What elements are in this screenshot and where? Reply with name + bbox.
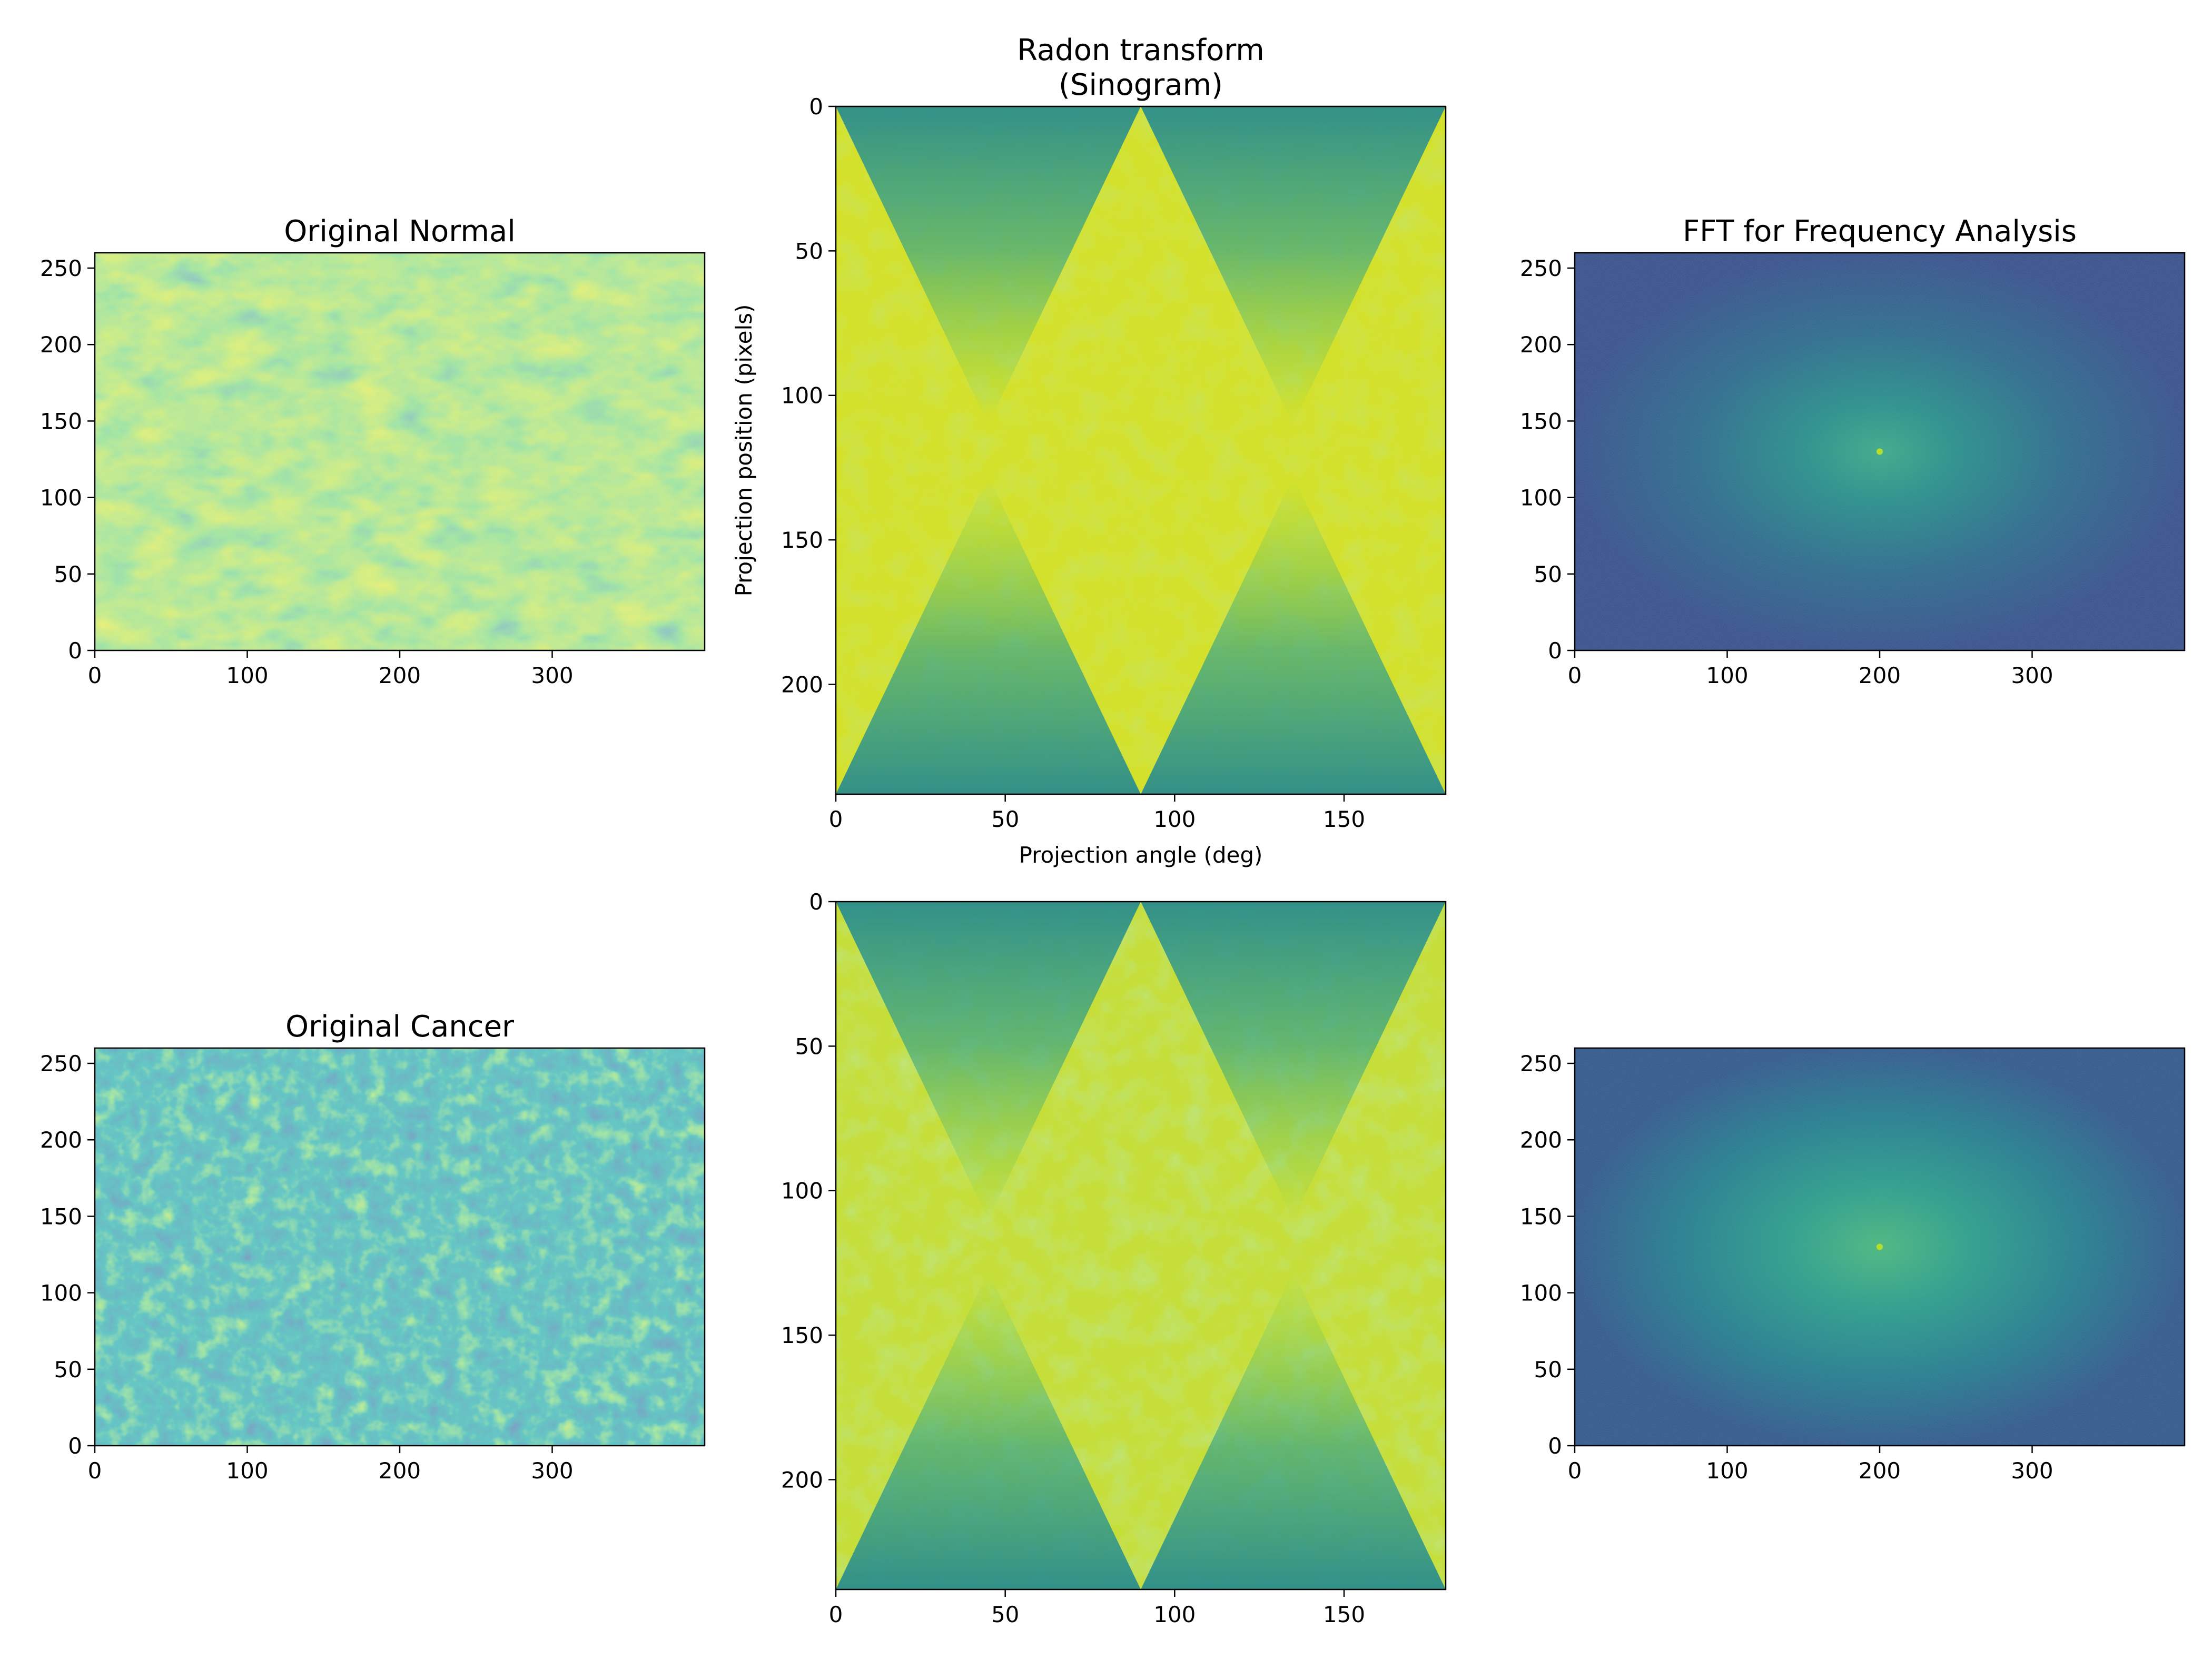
y-tick-label: 200 (40, 332, 82, 358)
heatmap-image (95, 253, 705, 650)
y-tick-label: 100 (1520, 485, 1562, 511)
y-tick-label: 50 (1534, 1357, 1562, 1382)
chart-title: Radon transform (1017, 33, 1265, 67)
y-tick-label: 50 (54, 1357, 82, 1382)
y-tick-label: 0 (809, 889, 823, 915)
panel-cancer-sinogram: 0 50 100 150 0 50 100 150 200 (781, 889, 1447, 1627)
chart-title: Original Cancer (285, 1010, 515, 1044)
y-tick-label: 250 (40, 1051, 82, 1077)
x-tick-label: 100 (1706, 1458, 1748, 1484)
y-tick-label: 0 (809, 94, 823, 120)
panel-normal-sinogram: 0 50 100 150 0 50 100 150 200 Radon transform(Sin… (731, 33, 1447, 868)
dc-peak (1877, 1243, 1883, 1250)
x-tick-label: 200 (1859, 663, 1901, 688)
x-tick-label: 300 (2011, 1458, 2053, 1484)
x-tick-label: 100 (1153, 806, 1196, 832)
y-tick-label: 250 (1520, 1051, 1562, 1077)
x-tick-label: 100 (226, 663, 268, 688)
chart-title: FFT for Frequency Analysis (1683, 214, 2077, 249)
x-tick-label: 0 (829, 806, 843, 832)
heatmap-image (1575, 1048, 2185, 1446)
x-tick-label: 100 (1706, 663, 1748, 688)
panel-normal-image: 0 100 200 300 0 50 100 150 200 250 Original Normal (40, 214, 706, 688)
x-tick-label: 300 (531, 663, 573, 688)
y-tick-label: 100 (781, 1178, 823, 1204)
chart-title: (Sinogram) (1059, 68, 1223, 102)
x-tick-label: 100 (226, 1458, 268, 1484)
y-tick-label: 150 (1520, 408, 1562, 434)
y-tick-label: 0 (1548, 1433, 1562, 1459)
heatmap-image (836, 902, 1446, 1589)
x-tick-label: 200 (379, 663, 421, 688)
x-tick-label: 50 (991, 806, 1019, 832)
x-tick-label: 0 (88, 663, 102, 688)
y-tick-label: 50 (1534, 561, 1562, 587)
dc-peak (1877, 448, 1883, 455)
y-tick-label: 200 (1520, 1127, 1562, 1153)
x-axis-label: Projection angle (deg) (1019, 842, 1263, 868)
axes-frame (835, 105, 1447, 795)
x-tick-label: 0 (1568, 663, 1582, 688)
panel-cancer-fft: 0 100 200 300 0 50 100 150 200 250 (1520, 1047, 2186, 1484)
panel-normal-fft: 0 100 200 300 0 50 100 150 200 250 FFT for Frequen… (1520, 214, 2186, 688)
x-tick-label: 300 (2011, 663, 2053, 688)
y-tick-label: 100 (40, 1280, 82, 1306)
y-tick-label: 100 (40, 485, 82, 511)
x-tick-label: 200 (1859, 1458, 1901, 1484)
y-tick-label: 150 (781, 1322, 823, 1348)
y-tick-label: 100 (1520, 1280, 1562, 1306)
y-tick-label: 250 (1520, 255, 1562, 281)
x-tick-label: 150 (1323, 1602, 1365, 1627)
y-tick-label: 200 (781, 1467, 823, 1493)
x-tick-label: 150 (1323, 806, 1365, 832)
heatmap-image (836, 106, 1446, 794)
x-tick-label: 200 (379, 1458, 421, 1484)
y-tick-label: 250 (40, 255, 82, 281)
y-axis-label: Projection position (pixels) (731, 304, 757, 597)
y-tick-label: 150 (781, 527, 823, 553)
y-tick-label: 150 (40, 1203, 82, 1229)
y-tick-label: 0 (1548, 638, 1562, 664)
y-tick-label: 100 (781, 383, 823, 409)
chart-title: Original Normal (284, 214, 516, 249)
y-tick-label: 0 (68, 1433, 82, 1459)
y-tick-label: 50 (795, 238, 823, 264)
axes-frame (835, 901, 1447, 1591)
y-tick-label: 150 (40, 408, 82, 434)
y-tick-label: 50 (795, 1033, 823, 1059)
panel-cancer-image: 0 100 200 300 0 50 100 150 200 250 Original Cancer (40, 1010, 706, 1484)
heatmap-image (95, 1048, 705, 1446)
x-tick-label: 0 (829, 1602, 843, 1627)
y-tick-label: 200 (781, 671, 823, 697)
heatmap-image (1575, 253, 2185, 650)
y-tick-label: 200 (40, 1127, 82, 1153)
x-tick-label: 100 (1153, 1602, 1196, 1627)
x-tick-label: 300 (531, 1458, 573, 1484)
y-tick-label: 150 (1520, 1203, 1562, 1229)
x-tick-label: 0 (88, 1458, 102, 1484)
y-tick-label: 200 (1520, 332, 1562, 358)
y-tick-label: 0 (68, 638, 82, 664)
x-tick-label: 50 (991, 1602, 1019, 1627)
x-tick-label: 0 (1568, 1458, 1582, 1484)
y-tick-label: 50 (54, 561, 82, 587)
